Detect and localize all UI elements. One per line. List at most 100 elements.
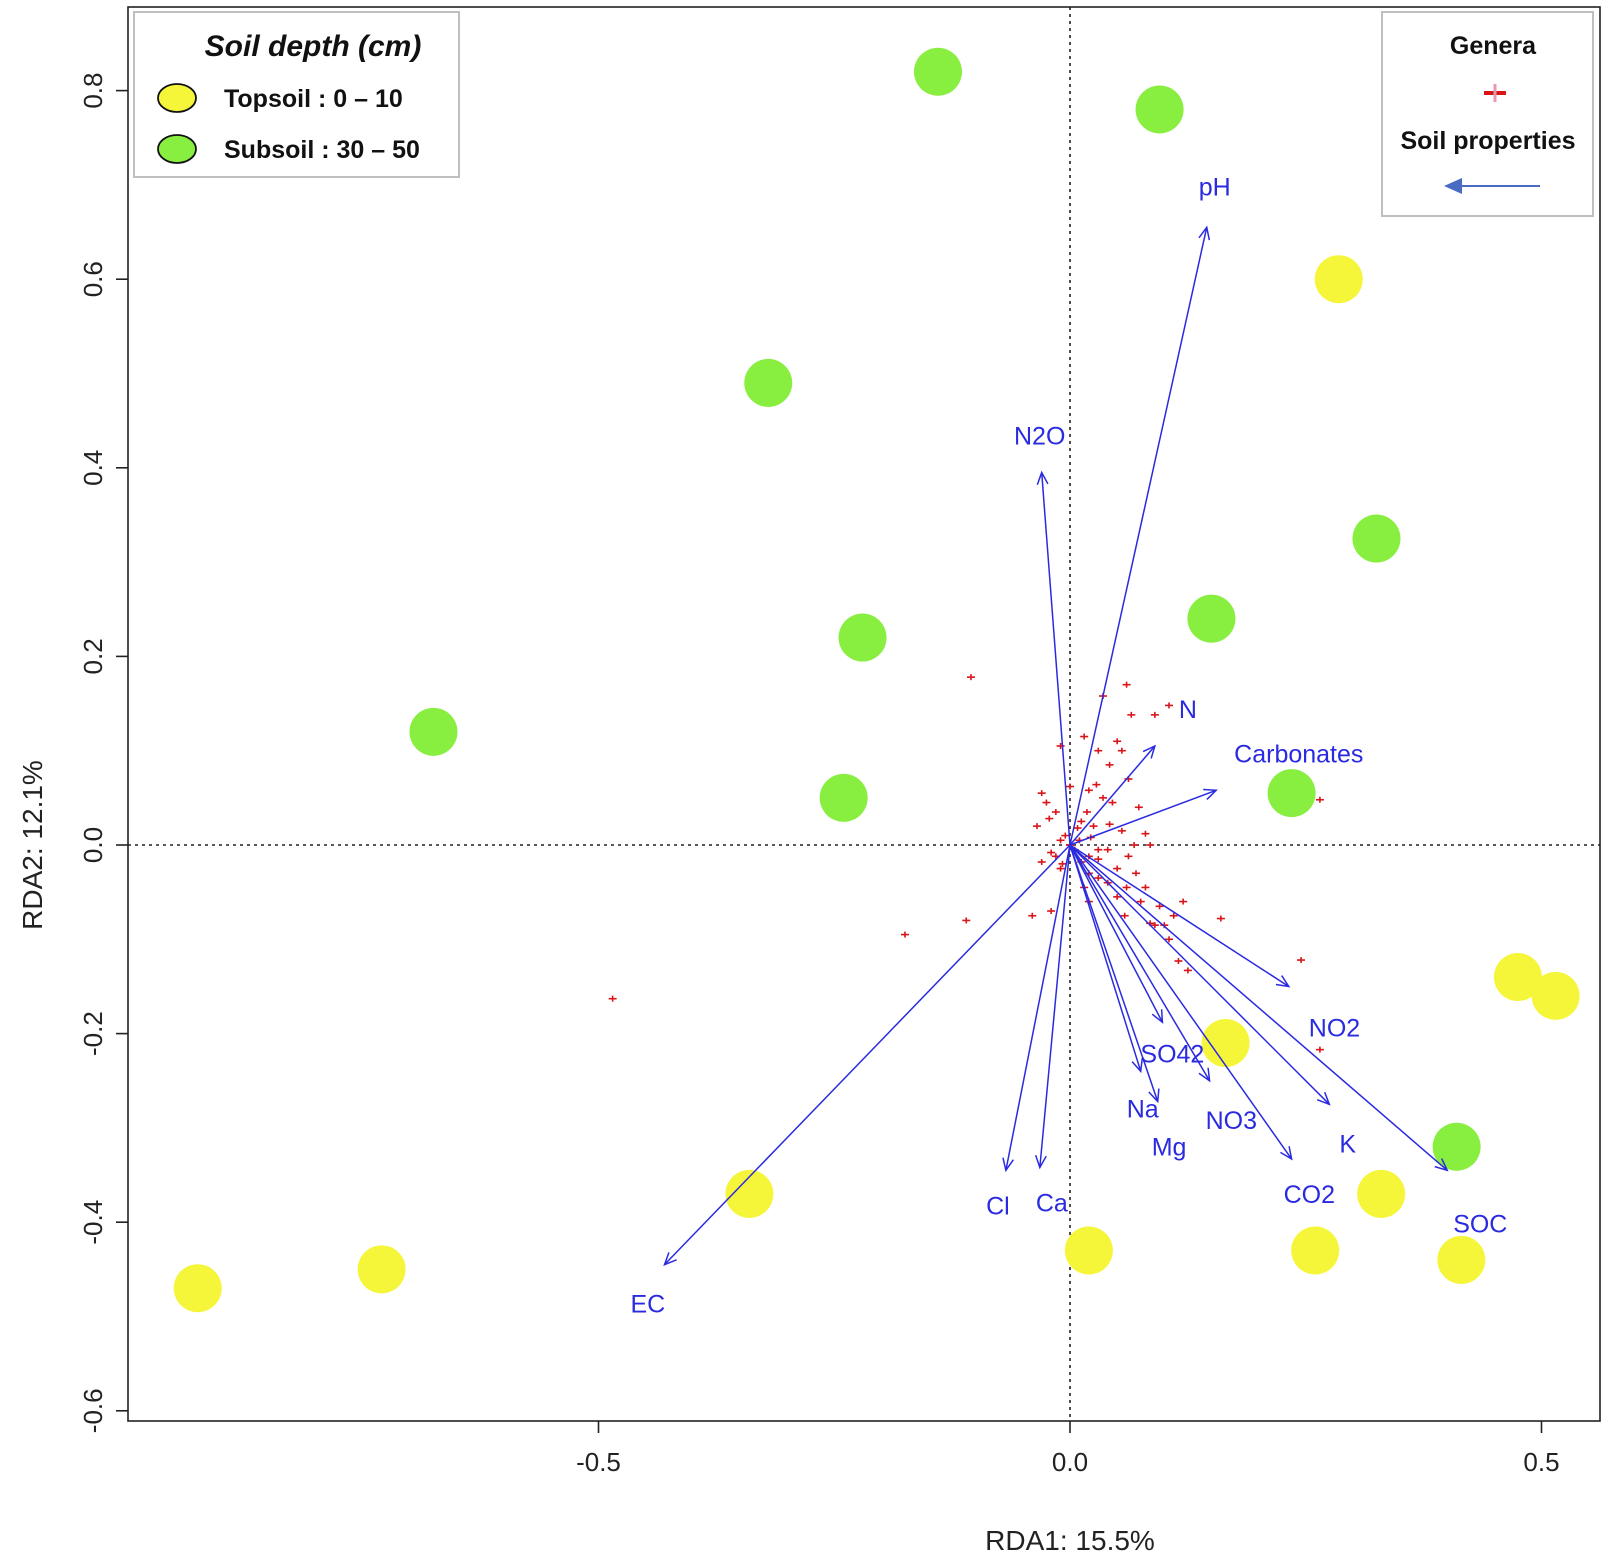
x-tick-label: 0.0	[1052, 1447, 1088, 1477]
genus-point	[1032, 823, 1041, 830]
plot-frame	[127, 6, 1601, 1422]
vector-k: K	[1069, 844, 1356, 1158]
genus-point	[1117, 747, 1126, 754]
vector-ec: EC	[631, 844, 1071, 1319]
genus-point	[1047, 908, 1056, 915]
genus-point	[1150, 711, 1159, 718]
genus-point	[1089, 823, 1098, 830]
x-tick-label: -0.5	[576, 1447, 621, 1477]
genus-point	[1146, 842, 1155, 848]
x-axis-title: RDA1: 15.5%	[985, 1525, 1155, 1555]
topsoil-site-point	[1201, 1019, 1250, 1068]
genus-point	[1150, 922, 1159, 929]
genus-point	[1315, 1046, 1324, 1053]
topsoil-site-point	[1064, 1226, 1113, 1275]
genus-point	[1066, 783, 1074, 790]
y-axis: -0.6 -0.4 -0.2 0.0 0.2 0.4 0.6 0.8	[78, 73, 128, 1433]
topsoil-site-point	[1531, 971, 1580, 1020]
y-axis-title: RDA2: 12.1%	[17, 760, 48, 930]
y-tick-label: -0.6	[78, 1388, 108, 1433]
legend-types-box	[1381, 11, 1594, 217]
vector-ca: Ca	[1034, 844, 1071, 1218]
genus-point	[1130, 842, 1139, 848]
genus-point	[1037, 790, 1046, 797]
topsoil-site-point	[1493, 953, 1542, 1002]
y-tick-label: 0.8	[78, 73, 108, 109]
genus-point	[1037, 858, 1046, 865]
genus-point	[1169, 912, 1178, 919]
genus-point	[1155, 903, 1164, 910]
genus-point	[1047, 849, 1056, 856]
subsoil-site-point	[1187, 594, 1236, 643]
topsoil-site-point	[173, 1264, 222, 1313]
vector-n2o: N2O	[1014, 423, 1071, 846]
legend-types: Genera Soil properties	[1381, 11, 1594, 217]
y-tick-label: 0.6	[78, 261, 108, 297]
topsoil-site-point	[357, 1245, 406, 1294]
vector-co2: CO2	[1069, 844, 1335, 1209]
genus-point	[1165, 936, 1174, 943]
legend-topsoil-swatch	[157, 83, 197, 113]
genus-point	[1122, 884, 1131, 891]
genus-point	[1132, 870, 1141, 877]
genus-point	[1061, 832, 1070, 839]
genus-point	[1120, 912, 1129, 919]
genus-point	[1141, 884, 1150, 891]
genus-point	[1113, 893, 1122, 900]
vector-label-no3: NO3	[1206, 1107, 1257, 1135]
legend-subsoil-label: Subsoil : 30 – 50	[224, 136, 420, 164]
genus-point	[900, 931, 909, 938]
subsoil-site-point	[838, 613, 887, 662]
y-tick-label: -0.4	[78, 1200, 108, 1245]
vector-label-ca: Ca	[1036, 1190, 1068, 1218]
vector-mg: Mg	[1069, 844, 1186, 1161]
genus-point	[1056, 837, 1065, 844]
genera-layer	[608, 674, 1324, 1053]
subsoil-site-point	[1432, 1122, 1481, 1171]
legend-genera-label: Genera	[1450, 32, 1537, 60]
vector-label-ph: pH	[1199, 173, 1231, 201]
genus-point	[1042, 799, 1051, 806]
y-tick-label: 0.4	[78, 450, 108, 486]
genus-point	[1082, 808, 1091, 815]
subsoil-site-point	[409, 707, 458, 756]
subsoil-site-point	[819, 773, 868, 822]
subsoil-site-point	[913, 47, 962, 96]
genus-point	[1094, 856, 1103, 863]
genus-point	[1216, 915, 1225, 922]
genus-point	[1058, 860, 1067, 867]
genus-point	[1051, 808, 1060, 815]
topsoil-site-point	[1291, 1226, 1340, 1275]
genus-point	[1113, 865, 1122, 872]
genus-point	[1073, 825, 1082, 832]
genus-point	[1105, 821, 1114, 828]
legend-genera-marker	[1484, 84, 1506, 102]
genus-point	[1127, 711, 1136, 718]
legend-topsoil-label: Topsoil : 0 – 10	[224, 85, 403, 113]
vector-no2: NO2	[1069, 844, 1360, 1042]
genus-point	[1108, 799, 1117, 806]
genus-point	[1080, 733, 1089, 740]
genus-point	[1117, 827, 1126, 834]
genus-point	[1094, 875, 1103, 882]
vector-label-n2o: N2O	[1014, 423, 1065, 451]
genus-point	[1092, 781, 1101, 788]
genus-point	[1099, 794, 1108, 801]
topsoil-site-point	[1437, 1235, 1486, 1284]
sites-layer	[173, 47, 1580, 1313]
vector-label-soc: SOC	[1453, 1210, 1507, 1238]
x-tick-label: 0.5	[1523, 1447, 1559, 1477]
genus-point	[1179, 898, 1188, 905]
genus-point	[1122, 681, 1131, 688]
vector-label-ec: EC	[631, 1291, 666, 1319]
vector-ph: pH	[1069, 173, 1231, 846]
genus-point	[1105, 761, 1114, 768]
x-axis: -0.5 0.0 0.5	[576, 1421, 1560, 1477]
vector-cl: Cl	[986, 844, 1071, 1220]
vector-soc: SOC	[1069, 844, 1507, 1238]
legend-soil-depth: Soil depth (cm) Topsoil : 0 – 10 Subsoil…	[133, 11, 460, 178]
genus-point	[1094, 846, 1103, 853]
genus-point	[966, 674, 975, 681]
